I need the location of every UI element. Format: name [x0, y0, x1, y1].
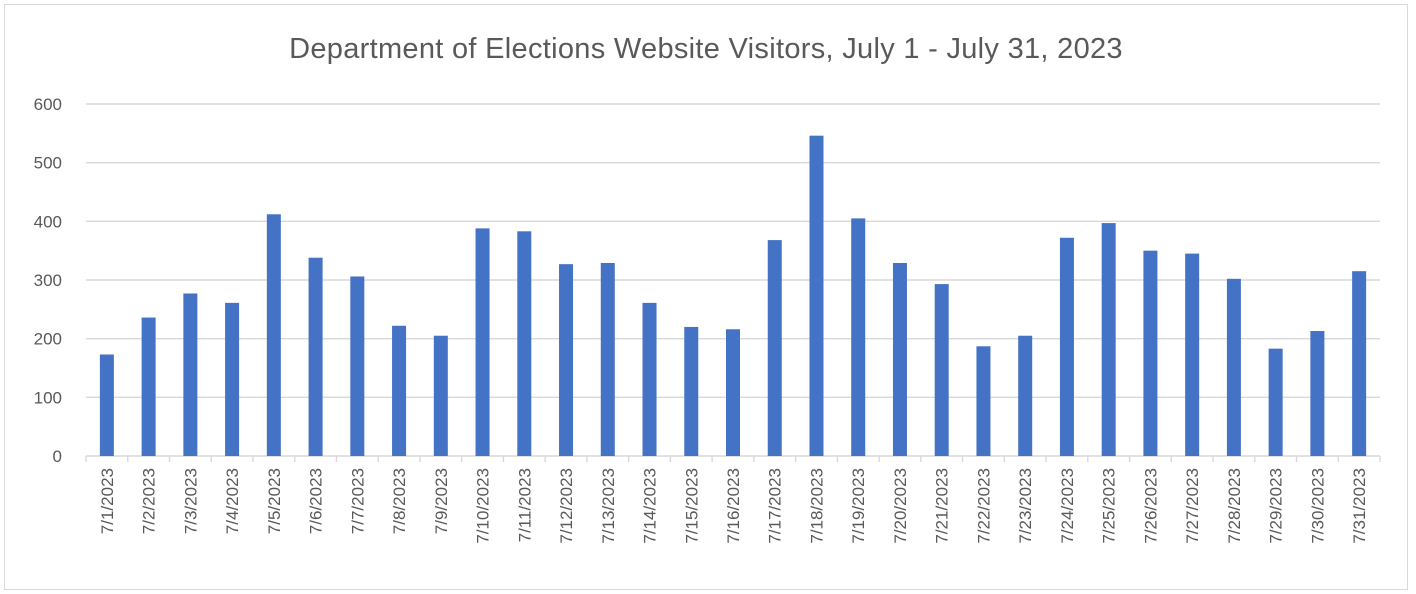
bar-7/24/2023	[1059, 237, 1074, 456]
x-tick-label: 7/8/2023	[390, 468, 409, 534]
x-tick-label: 7/14/2023	[641, 468, 660, 544]
x-tick-label: 7/7/2023	[348, 468, 367, 534]
x-tick-label: 7/19/2023	[849, 468, 868, 544]
x-tick-label: 7/31/2023	[1350, 468, 1369, 544]
x-tick-label: 7/27/2023	[1183, 468, 1202, 544]
x-tick-label: 7/29/2023	[1267, 468, 1286, 544]
x-tick-label: 7/13/2023	[599, 468, 618, 544]
x-tick-label: 7/24/2023	[1058, 468, 1077, 544]
y-tick-label: 500	[34, 154, 62, 173]
chart-title: Department of Elections Website Visitors…	[289, 33, 1123, 65]
bar-7/25/2023	[1101, 223, 1116, 456]
bar-7/23/2023	[1018, 335, 1033, 456]
bar-7/19/2023	[851, 218, 866, 456]
bar-7/15/2023	[684, 326, 699, 456]
bar-7/6/2023	[308, 257, 323, 456]
y-tick-label: 600	[34, 95, 62, 114]
bar-7/3/2023	[183, 293, 198, 456]
x-tick-label: 7/6/2023	[307, 468, 326, 534]
x-tick-label: 7/18/2023	[807, 468, 826, 544]
bar-7/5/2023	[266, 214, 281, 456]
bar-7/11/2023	[517, 231, 532, 456]
bar-7/29/2023	[1268, 348, 1283, 456]
bar-7/7/2023	[350, 276, 365, 456]
bar-7/26/2023	[1143, 250, 1158, 456]
x-tick-label: 7/9/2023	[432, 468, 451, 534]
y-tick-label: 300	[34, 271, 62, 290]
x-tick-label: 7/11/2023	[515, 468, 534, 542]
bar-7/1/2023	[99, 354, 114, 456]
bar-7/12/2023	[559, 264, 574, 456]
x-tick-label: 7/26/2023	[1141, 468, 1160, 544]
x-tick-label: 7/23/2023	[1016, 468, 1035, 544]
x-tick-label: 7/10/2023	[474, 468, 493, 544]
x-tick-label: 7/1/2023	[98, 468, 117, 534]
x-tick-label: 7/2/2023	[140, 468, 159, 534]
y-tick-label: 400	[34, 212, 62, 231]
y-tick-label: 200	[34, 330, 62, 349]
bar-7/21/2023	[934, 284, 949, 456]
y-tick-label: 100	[34, 388, 62, 407]
bar-7/17/2023	[767, 240, 782, 456]
bar-7/30/2023	[1310, 331, 1325, 456]
x-tick-label: 7/4/2023	[223, 468, 242, 534]
bar-7/16/2023	[726, 329, 740, 456]
bar-7/20/2023	[892, 262, 907, 456]
x-tick-label: 7/15/2023	[682, 468, 701, 544]
x-tick-label: 7/17/2023	[766, 468, 785, 544]
bar-7/22/2023	[976, 346, 991, 456]
bar-7/28/2023	[1226, 278, 1241, 456]
bar-7/9/2023	[433, 335, 448, 456]
bar-7/13/2023	[600, 262, 615, 456]
bar-7/18/2023	[809, 135, 824, 456]
bar-7/2/2023	[141, 317, 156, 456]
bar-7/27/2023	[1185, 253, 1200, 456]
bar-7/14/2023	[642, 302, 657, 456]
x-tick-label: 7/20/2023	[891, 468, 910, 544]
x-tick-label: 7/28/2023	[1225, 468, 1244, 544]
y-tick-label: 0	[53, 447, 62, 466]
x-tick-label: 7/25/2023	[1100, 468, 1119, 544]
chart-frame: Department of Elections Website Visitors…	[4, 4, 1408, 590]
bar-7/4/2023	[225, 302, 240, 456]
x-tick-label: 7/3/2023	[181, 468, 200, 534]
x-tick-label: 7/30/2023	[1308, 468, 1327, 544]
bar-7/31/2023	[1352, 271, 1367, 456]
bar-7/8/2023	[392, 325, 407, 456]
x-tick-label: 7/12/2023	[557, 468, 576, 544]
bar-7/10/2023	[475, 228, 490, 456]
x-tick-label: 7/5/2023	[265, 468, 284, 534]
x-tick-label: 7/16/2023	[724, 468, 743, 544]
x-tick-label: 7/21/2023	[933, 468, 952, 544]
x-tick-label: 7/22/2023	[974, 468, 993, 544]
